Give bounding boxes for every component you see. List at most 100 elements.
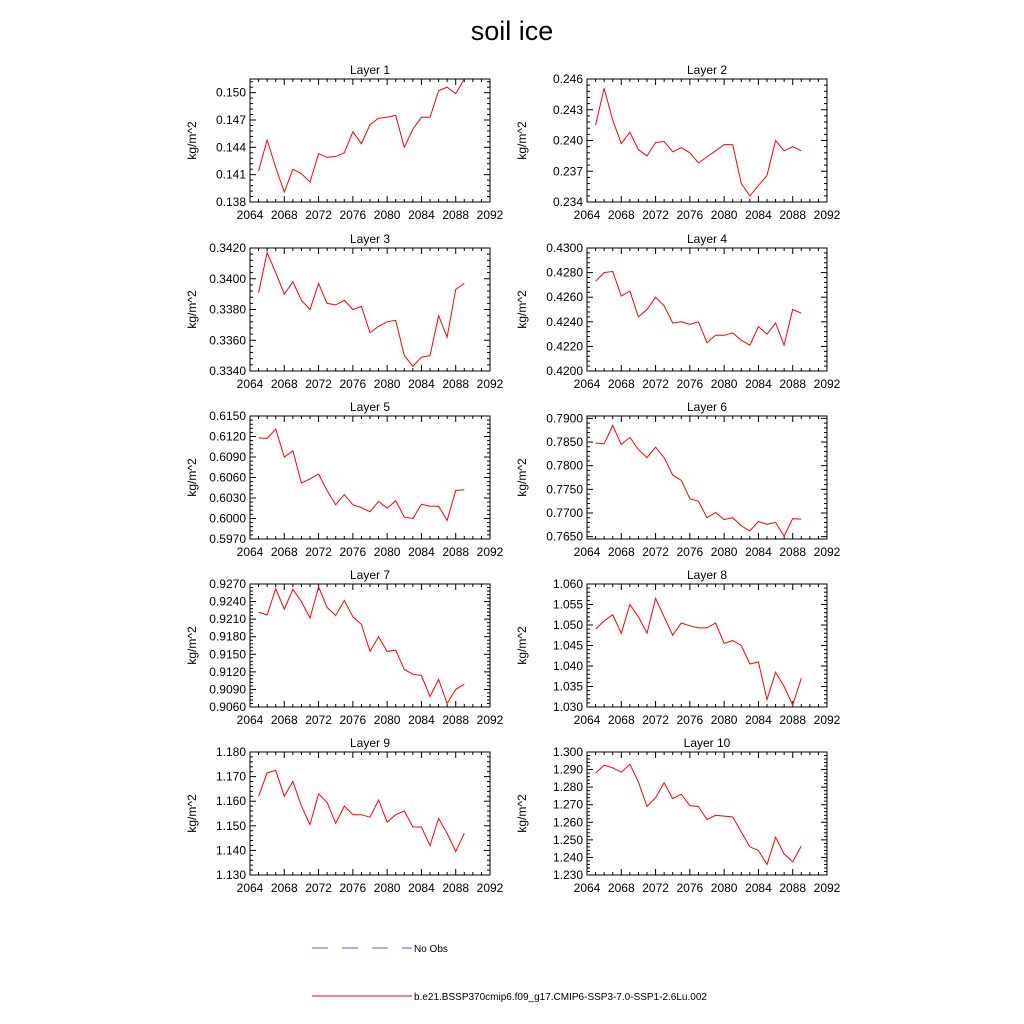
x-tick-label: 2076 xyxy=(677,545,704,559)
y-tick-label: 0.138 xyxy=(216,195,246,209)
chart-panel-10: Layer 10 2064 2068 2072 2076 2080 2084 2088 2092… xyxy=(515,736,841,895)
y-tick-label: 1.250 xyxy=(553,833,583,847)
series-line xyxy=(595,88,802,197)
x-tick-label: 2088 xyxy=(779,713,806,727)
x-tick-label: 2092 xyxy=(814,881,841,895)
x-tick-label: 2080 xyxy=(374,377,401,391)
y-tick-label: 0.147 xyxy=(216,113,246,127)
legend-label: b.e21.BSSP370cmip6.f09_g17.CMIP6-SSP3-7.… xyxy=(414,992,707,1003)
x-tick-label: 2064 xyxy=(574,208,601,222)
x-tick-label: 2092 xyxy=(477,545,504,559)
y-tick-label: 0.240 xyxy=(553,134,583,148)
x-tick-label: 2064 xyxy=(237,377,264,391)
y-tick-label: 1.130 xyxy=(216,868,246,882)
legend-label: No Obs xyxy=(414,944,448,955)
y-axis-label: kg/m^2 xyxy=(515,121,529,160)
x-tick-label: 2072 xyxy=(642,377,669,391)
x-tick-label: 2084 xyxy=(745,881,772,895)
y-tick-label: 1.170 xyxy=(216,770,246,784)
x-tick-label: 2068 xyxy=(608,377,635,391)
x-tick-label: 2088 xyxy=(779,377,806,391)
plot-frame xyxy=(586,78,828,203)
y-tick-label: 0.9120 xyxy=(209,665,246,679)
y-axis-label: kg/m^2 xyxy=(515,458,529,497)
y-tick-label: 0.7900 xyxy=(546,411,583,425)
panel-title: Layer 3 xyxy=(350,232,390,246)
y-tick-label: 0.9210 xyxy=(209,612,246,626)
plot-frame xyxy=(249,247,491,372)
x-tick-label: 2076 xyxy=(677,208,704,222)
x-tick-label: 2064 xyxy=(237,881,264,895)
y-tick-label: 1.140 xyxy=(216,843,246,857)
x-tick-label: 2080 xyxy=(374,881,401,895)
y-axis-label: kg/m^2 xyxy=(185,290,199,329)
y-tick-label: 0.9150 xyxy=(209,647,246,661)
x-tick-label: 2072 xyxy=(642,713,669,727)
x-tick-label: 2084 xyxy=(745,208,772,222)
y-tick-label: 0.3340 xyxy=(209,364,246,378)
x-tick-label: 2068 xyxy=(608,208,635,222)
plot-frame xyxy=(586,751,828,876)
series-line xyxy=(258,250,465,368)
y-tick-label: 0.6120 xyxy=(209,430,246,444)
x-tick-label: 2080 xyxy=(374,208,401,222)
y-tick-label: 0.234 xyxy=(553,195,583,209)
y-tick-label: 1.300 xyxy=(553,745,583,759)
legend: No Obs b.e21.BSSP370cmip6.f09_g17.CMIP6-S… xyxy=(312,944,707,1003)
x-tick-label: 2064 xyxy=(574,545,601,559)
y-tick-label: 0.4200 xyxy=(546,364,583,378)
y-tick-label: 1.240 xyxy=(553,850,583,864)
chart-panel-3: Layer 3 2064 2068 2072 2076 2080 2084 2088 2092 0… xyxy=(185,232,504,391)
panel-title: Layer 9 xyxy=(350,736,390,750)
x-tick-label: 2092 xyxy=(814,377,841,391)
y-tick-label: 0.237 xyxy=(553,164,583,178)
y-tick-label: 1.290 xyxy=(553,763,583,777)
y-tick-label: 0.3420 xyxy=(209,241,246,255)
plot-frame xyxy=(586,415,828,540)
y-tick-label: 1.180 xyxy=(216,745,246,759)
plot-frame xyxy=(249,751,491,876)
x-tick-label: 2092 xyxy=(814,545,841,559)
x-tick-label: 2080 xyxy=(711,545,738,559)
x-tick-label: 2072 xyxy=(305,881,332,895)
y-tick-label: 1.055 xyxy=(553,598,583,612)
x-tick-label: 2092 xyxy=(814,713,841,727)
x-tick-label: 2068 xyxy=(608,545,635,559)
x-tick-label: 2084 xyxy=(745,377,772,391)
y-tick-label: 0.7650 xyxy=(546,530,583,544)
y-tick-label: 1.040 xyxy=(553,659,583,673)
x-tick-label: 2088 xyxy=(442,881,469,895)
x-tick-label: 2084 xyxy=(408,881,435,895)
panel-title: Layer 4 xyxy=(687,232,727,246)
chart-panel-2: Layer 2 2064 2068 2072 2076 2080 2084 2088 2092 0… xyxy=(515,63,841,222)
y-tick-label: 1.045 xyxy=(553,639,583,653)
x-tick-label: 2064 xyxy=(237,208,264,222)
y-tick-label: 0.9090 xyxy=(209,682,246,696)
x-tick-label: 2064 xyxy=(237,713,264,727)
y-tick-label: 0.9060 xyxy=(209,700,246,714)
plot-frame xyxy=(249,415,491,540)
series-line xyxy=(258,428,465,522)
y-tick-label: 1.280 xyxy=(553,780,583,794)
x-tick-label: 2076 xyxy=(340,881,367,895)
x-tick-label: 2072 xyxy=(305,713,332,727)
x-tick-label: 2068 xyxy=(271,881,298,895)
x-tick-label: 2064 xyxy=(237,545,264,559)
y-tick-label: 0.4260 xyxy=(546,290,583,304)
y-tick-label: 0.6150 xyxy=(209,409,246,423)
x-tick-label: 2076 xyxy=(677,377,704,391)
y-tick-label: 1.260 xyxy=(553,815,583,829)
y-axis-label: kg/m^2 xyxy=(515,794,529,833)
y-axis-label: kg/m^2 xyxy=(185,458,199,497)
x-tick-label: 2080 xyxy=(711,881,738,895)
x-tick-label: 2080 xyxy=(711,713,738,727)
chart-panel-7: Layer 7 2064 2068 2072 2076 2080 2084 2088 2092 0… xyxy=(185,568,504,727)
x-tick-label: 2092 xyxy=(477,713,504,727)
series-line xyxy=(258,769,465,853)
x-tick-label: 2088 xyxy=(442,545,469,559)
x-tick-label: 2068 xyxy=(271,377,298,391)
panel-title: Layer 6 xyxy=(687,400,727,414)
y-tick-label: 0.150 xyxy=(216,86,246,100)
y-tick-label: 0.9240 xyxy=(209,595,246,609)
